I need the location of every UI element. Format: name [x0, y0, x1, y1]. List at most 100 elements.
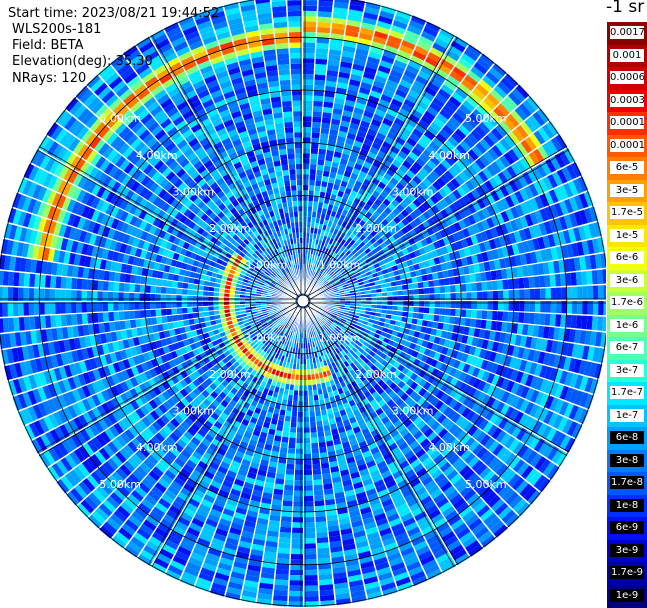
- data-cell: [508, 92, 522, 106]
- data-cell: [442, 184, 452, 195]
- data-cell: [322, 478, 332, 485]
- data-cell: [303, 42, 316, 48]
- data-cell: [288, 442, 296, 449]
- data-cell: [337, 273, 343, 278]
- data-cell: [334, 200, 341, 208]
- data-cell: [403, 35, 418, 45]
- data-cell: [318, 283, 324, 288]
- data-cell: [540, 339, 548, 352]
- data-cell: [310, 148, 319, 154]
- data-cell: [352, 112, 363, 121]
- data-cell: [459, 156, 471, 168]
- data-cell: [338, 308, 345, 312]
- data-cell: [472, 378, 482, 389]
- data-cell: [366, 226, 374, 234]
- data-cell: [304, 580, 318, 586]
- data-cell: [304, 495, 314, 502]
- data-cell: [346, 243, 353, 250]
- data-cell: [340, 120, 350, 128]
- data-cell: [276, 425, 284, 432]
- data-cell: [348, 246, 355, 253]
- data-cell: [421, 253, 429, 262]
- data-cell: [352, 228, 360, 236]
- data-cell: [516, 323, 524, 335]
- data-cell: [397, 306, 404, 311]
- data-cell: [558, 185, 569, 200]
- data-cell: [573, 227, 582, 242]
- data-cell: [505, 195, 515, 208]
- data-cell: [319, 284, 325, 289]
- data-cell: [386, 108, 398, 118]
- data-cell: [382, 198, 391, 207]
- data-cell: [463, 374, 472, 384]
- data-cell: [333, 103, 344, 110]
- data-cell: [283, 495, 293, 502]
- data-cell: [303, 5, 317, 12]
- data-cell: [337, 135, 346, 143]
- data-cell: [486, 310, 493, 320]
- data-cell: [399, 351, 407, 359]
- data-cell: [458, 343, 467, 353]
- data-cell: [440, 246, 449, 255]
- data-cell: [459, 418, 470, 430]
- data-cell: [494, 352, 502, 364]
- data-cell: [492, 63, 507, 77]
- data-cell: [321, 181, 328, 188]
- data-cell: [497, 81, 511, 95]
- data-cell: [342, 192, 350, 200]
- data-cell: [325, 313, 332, 317]
- data-cell: [422, 390, 431, 400]
- data-cell: [334, 247, 340, 254]
- data-cell: [488, 260, 496, 271]
- data-cell: [381, 292, 388, 297]
- data-cell: [387, 35, 402, 45]
- data-cell: [310, 222, 315, 228]
- data-cell: [521, 265, 529, 277]
- data-cell: [415, 124, 427, 134]
- data-cell: [369, 331, 376, 337]
- data-cell: [418, 35, 434, 47]
- data-cell: [367, 151, 377, 160]
- data-cell: [387, 203, 396, 211]
- data-cell: [497, 103, 510, 117]
- data-cell: [348, 272, 355, 277]
- data-cell: [371, 118, 382, 128]
- data-cell: [537, 263, 545, 275]
- data-cell: [537, 325, 545, 338]
- data-cell: [277, 462, 286, 469]
- data-cell: [451, 132, 463, 144]
- data-cell: [328, 306, 334, 309]
- data-cell: [296, 443, 303, 449]
- data-cell: [482, 291, 488, 301]
- data-cell: [559, 200, 569, 215]
- data-cell: [544, 206, 554, 220]
- data-cell: [379, 163, 389, 173]
- data-cell: [485, 229, 494, 240]
- data-cell: [581, 315, 588, 330]
- data-cell: [387, 296, 393, 301]
- data-cell: [336, 314, 343, 318]
- data-cell: [303, 169, 310, 175]
- data-cell: [356, 321, 363, 327]
- data-cell: [524, 154, 536, 168]
- data-cell: [333, 1, 349, 9]
- data-cell: [368, 51, 382, 60]
- data-cell: [414, 45, 429, 56]
- data-cell: [444, 226, 453, 236]
- data-cell: [308, 390, 313, 396]
- data-cell: [409, 342, 417, 350]
- data-cell: [475, 358, 484, 369]
- data-cell: [411, 257, 419, 265]
- data-cell: [488, 239, 497, 250]
- data-cell: [306, 232, 310, 238]
- data-cell: [338, 202, 346, 210]
- data-cell: [460, 238, 469, 248]
- data-cell: [373, 233, 381, 241]
- data-cell: [357, 92, 369, 100]
- data-cell: [304, 490, 314, 497]
- data-cell: [319, 218, 325, 225]
- data-cell: [506, 113, 520, 128]
- data-cell: [316, 212, 322, 219]
- data-cell: [542, 352, 551, 366]
- data-cell: [391, 310, 398, 316]
